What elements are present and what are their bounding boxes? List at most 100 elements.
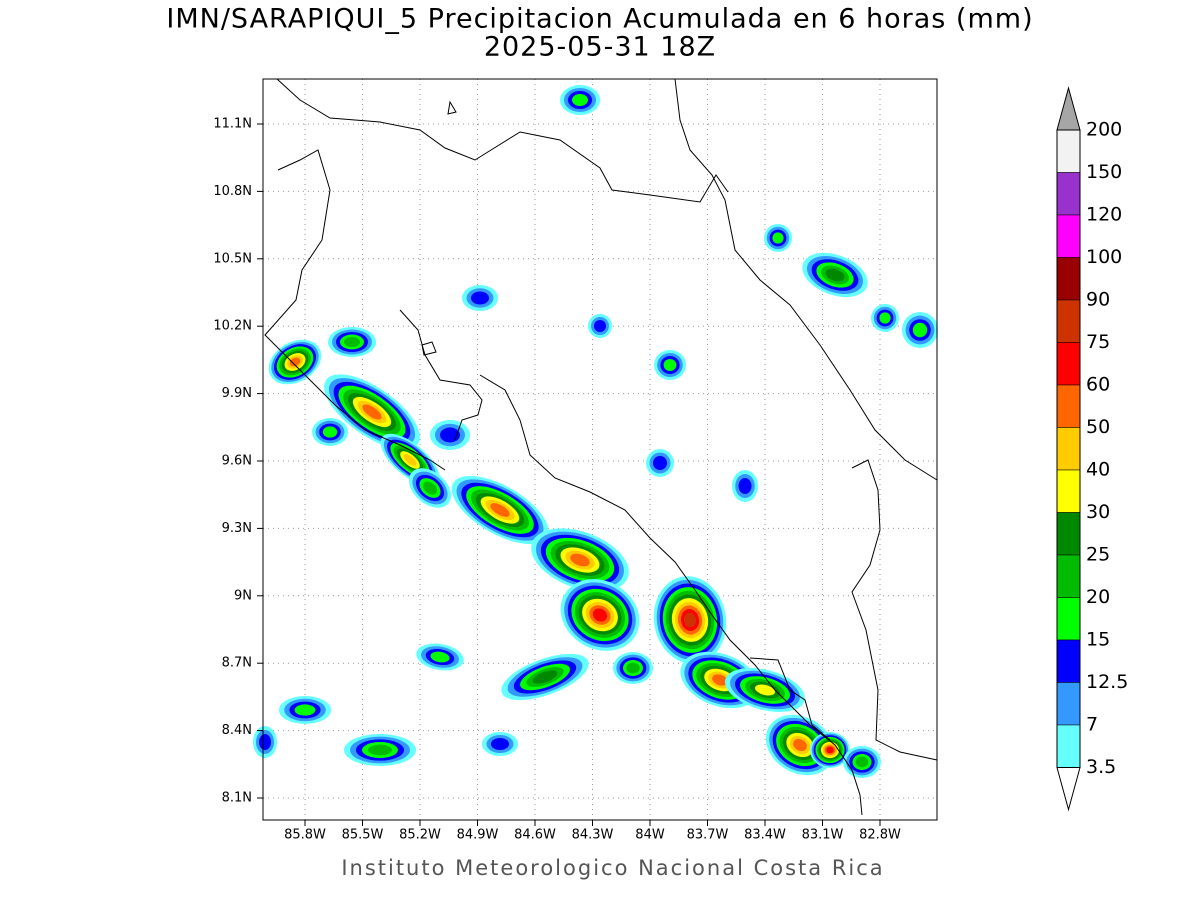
lon-tick-label: 84.6W	[514, 828, 556, 843]
colorbar-label: 3.5	[1086, 756, 1116, 778]
colorbar-label: 12.5	[1086, 671, 1128, 693]
axis-ticks: 11.1N 10.8N 10.5N 10.2N 9.9N 9.6N 9.3N 9N 8.7N 8.…	[213, 117, 901, 843]
rain-cell	[322, 426, 338, 438]
lon-tick-label: 84.9W	[457, 828, 499, 843]
colorbar-swatch	[1056, 724, 1081, 768]
rain-cell	[289, 357, 301, 367]
rain-cell	[344, 337, 360, 347]
panama-coast	[851, 459, 938, 761]
colorbar-label: 15	[1086, 629, 1110, 651]
rain-cell	[663, 359, 677, 371]
lat-tick-label: 8.1N	[222, 791, 252, 806]
colorbar-frame	[1056, 129, 1081, 768]
pacific-coast	[479, 374, 863, 816]
colorbar-swatch	[1056, 427, 1081, 471]
rain-cell	[471, 291, 489, 305]
lon-tick-label: 82.8W	[859, 828, 901, 843]
map-frame	[262, 78, 938, 821]
colorbar: 200 150 120 100 90 75 60 50 40 30 25 20 15 12.5 7 3.5	[1056, 86, 1128, 812]
lon-tick-label: 83.7W	[687, 828, 729, 843]
colorbar-label: 200	[1086, 119, 1122, 141]
rain-cell	[826, 746, 834, 754]
colorbar-label: 100	[1086, 246, 1122, 268]
lat-tick-label: 10.8N	[213, 184, 252, 199]
colorbar-swatch	[1056, 469, 1081, 513]
coastlines	[264, 78, 938, 816]
lat-tick-label: 11.1N	[213, 117, 252, 132]
colorbar-swatch	[1056, 342, 1081, 386]
colorbar-swatch	[1056, 639, 1081, 683]
rain-cell	[626, 662, 640, 674]
rain-cell	[793, 738, 807, 752]
lon-tick-label: 85.2W	[399, 828, 441, 843]
nicoya-coast	[264, 149, 446, 471]
colorbar-label: 75	[1086, 331, 1110, 353]
precipitation-field	[253, 85, 938, 778]
lon-tick-label: 83.1W	[802, 828, 844, 843]
colorbar-label: 25	[1086, 544, 1110, 566]
rain-cell	[855, 756, 869, 768]
colorbar-label: 150	[1086, 161, 1122, 183]
rain-cell	[259, 734, 271, 750]
colorbar-swatch	[1056, 554, 1081, 598]
rain-cell	[491, 738, 509, 750]
border	[276, 78, 729, 203]
rain-cell	[368, 744, 392, 756]
footer: Instituto Meteorologico Nacional Costa R…	[341, 856, 884, 880]
rain-cell	[490, 503, 510, 517]
colorbar-label: 20	[1086, 586, 1110, 608]
rain-cell	[755, 684, 775, 696]
lat-tick-label: 8.4N	[222, 723, 252, 738]
rain-cell	[532, 670, 558, 684]
subtitle: 2025-05-31 18Z	[484, 32, 716, 63]
grid	[263, 79, 937, 820]
colorbar-swatch	[1056, 597, 1081, 641]
lon-tick-label: 85.5W	[342, 828, 384, 843]
lat-tick-label: 9.3N	[222, 521, 252, 536]
rain-cell	[572, 94, 588, 106]
colorbar-swatch	[1056, 172, 1081, 216]
lat-tick-label: 10.5N	[213, 251, 252, 266]
lon-tick-label: 84W	[635, 828, 665, 843]
rain-cell	[362, 404, 382, 420]
colorbar-label: 90	[1086, 289, 1110, 311]
rain-cell	[430, 651, 450, 663]
rain-cell	[772, 232, 784, 244]
rain-cell	[712, 674, 728, 686]
lat-tick-label: 9.9N	[222, 386, 252, 401]
colorbar-swatch	[1056, 299, 1081, 343]
rain-cell	[592, 608, 608, 622]
colorbar-swatch	[1056, 682, 1081, 726]
rain-cell	[912, 322, 928, 338]
colorbar-under	[1056, 767, 1081, 812]
colorbar-over	[1056, 86, 1081, 131]
colorbar-label: 30	[1086, 501, 1110, 523]
rain-cell	[403, 454, 417, 466]
islands	[421, 100, 457, 356]
lat-tick-label: 10.2N	[213, 319, 252, 334]
lat-tick-label: 9N	[234, 588, 252, 603]
title: IMN/SARAPIQUI_5 Precipitacion Acumulada …	[166, 4, 1033, 35]
panama-border	[749, 657, 831, 741]
colorbar-swatch	[1056, 129, 1081, 173]
rain-cell	[653, 456, 667, 470]
lat-tick-label: 8.7N	[222, 656, 252, 671]
colorbar-label: 40	[1086, 459, 1110, 481]
colorbar-label: 60	[1086, 374, 1110, 396]
rain-cell	[738, 478, 752, 494]
colorbar-swatch	[1056, 257, 1081, 301]
colorbar-label: 120	[1086, 204, 1122, 226]
rain-cell	[422, 481, 438, 495]
rain-cell	[294, 704, 316, 716]
colorbar-swatch	[1056, 214, 1081, 258]
gulf-coast	[399, 309, 483, 441]
lon-tick-label: 83.4W	[744, 828, 786, 843]
lat-tick-label: 9.6N	[222, 454, 252, 469]
caribbean-coast	[674, 78, 938, 481]
colorbar-swatch	[1056, 384, 1081, 428]
rain-cell	[825, 268, 845, 282]
rain-cell	[594, 320, 606, 332]
colorbar-swatch	[1056, 512, 1081, 556]
colorbar-label: 50	[1086, 416, 1110, 438]
